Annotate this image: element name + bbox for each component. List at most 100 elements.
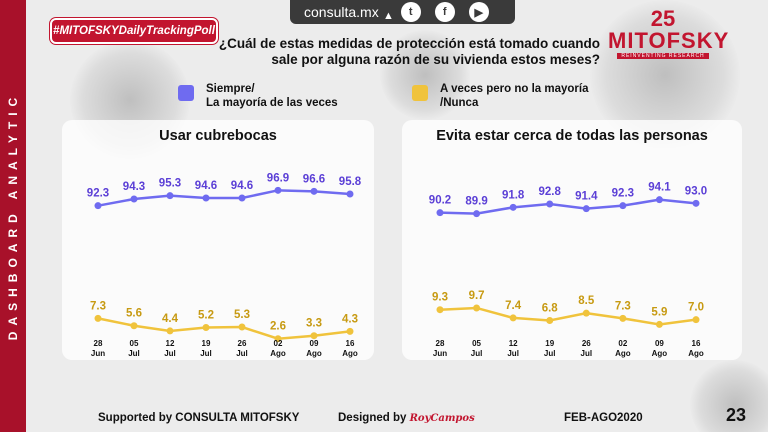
x-tick-label: 16: [692, 339, 701, 348]
x-tick-label: 02: [618, 339, 627, 348]
series-line: [439, 306, 697, 326]
data-label: 9.3: [432, 292, 448, 304]
data-label: 91.8: [502, 189, 525, 201]
logo-tagline: REINVENTING RESEARCH: [617, 53, 709, 59]
sidebar: DASHBOARD ANALYTIC: [0, 0, 26, 432]
legend-swatch-yellow: [412, 85, 428, 101]
data-point: [619, 202, 627, 210]
legend-swatch-purple: [178, 85, 194, 101]
x-tick-label: Jul: [128, 349, 140, 358]
data-point: [436, 306, 444, 314]
data-label: 8.5: [578, 295, 595, 307]
data-label: 4.3: [342, 313, 358, 325]
data-point: [94, 314, 102, 322]
top-links-bar: consulta.mx t f ▶: [290, 0, 515, 24]
data-label: 90.2: [429, 195, 451, 207]
data-point: [655, 320, 663, 328]
data-label: 94.3: [123, 181, 145, 193]
chart-panel-cubrebocas: Usar cubrebocas 92.3 94.3 95.3 94.6 94.6 96.9…: [62, 120, 374, 360]
series-line: [97, 189, 351, 207]
data-label: 92.3: [87, 188, 109, 200]
data-label: 7.0: [688, 302, 704, 314]
data-label: 5.3: [234, 309, 250, 321]
data-point: [238, 194, 246, 202]
x-tick-label: Jul: [236, 349, 248, 358]
data-point: [346, 190, 354, 198]
x-tick-label: 16: [346, 339, 355, 348]
x-tick-label: Jun: [433, 349, 447, 358]
data-point: [202, 323, 210, 331]
data-label: 5.2: [198, 309, 214, 321]
data-point: [202, 194, 210, 202]
x-tick-label: Jul: [471, 349, 483, 358]
facebook-icon[interactable]: f: [434, 2, 455, 22]
data-point: [546, 200, 554, 208]
data-label: 94.6: [195, 180, 217, 192]
series-line: [97, 317, 351, 341]
x-tick-label: Jul: [200, 349, 212, 358]
data-point: [582, 309, 590, 317]
x-tick-label: 19: [202, 339, 211, 348]
legend-item-siempre: Siempre/ La mayoría de las veces: [178, 82, 338, 110]
x-tick-label: Jul: [581, 349, 593, 358]
survey-question: ¿Cuál de estas medidas de protección est…: [218, 36, 600, 67]
cursor-icon: ▲: [383, 10, 394, 22]
data-point: [546, 317, 554, 325]
chart-title: Usar cubrebocas: [159, 128, 277, 144]
x-tick-label: 26: [582, 339, 591, 348]
x-tick-label: Ago: [688, 349, 704, 358]
data-point: [130, 322, 138, 330]
data-point: [692, 199, 700, 207]
data-point: [473, 304, 481, 312]
legend-label: Siempre/ La mayoría de las veces: [206, 83, 338, 109]
line-chart-distancia: 90.2 89.9 91.8 92.8 91.4 92.3 94.1 93.0 9.3 9.7 7.…: [429, 182, 707, 358]
data-label: 93.0: [685, 185, 707, 197]
data-label: 5.9: [651, 306, 667, 318]
data-point: [94, 202, 102, 210]
logo-name: MITOFSKY: [608, 28, 730, 53]
twitter-icon[interactable]: t: [400, 2, 421, 22]
footer-supported: Supported by CONSULTA MITOFSKY: [98, 412, 300, 424]
data-label: 6.8: [542, 303, 559, 315]
data-point: [692, 316, 700, 324]
data-point: [130, 195, 138, 203]
data-point: [238, 323, 246, 331]
x-tick-label: Jun: [91, 349, 105, 358]
legend-item-aveces: A veces pero no la mayoría /Nunca: [412, 82, 589, 110]
data-label: 94.1: [648, 182, 671, 194]
x-tick-label: Ago: [306, 349, 322, 358]
data-label: 96.9: [267, 172, 289, 184]
line-chart-cubrebocas: 92.3 94.3 95.3 94.6 94.6 96.9 96.6 95.8 7.3 5.6 4.…: [87, 172, 362, 358]
virus-decoration: [380, 30, 470, 120]
x-tick-label: Ago: [615, 349, 631, 358]
data-label: 9.7: [469, 290, 485, 302]
x-tick-label: 05: [130, 339, 139, 348]
data-label: 89.9: [465, 196, 487, 208]
x-tick-label: Jul: [164, 349, 176, 358]
site-link[interactable]: consulta.mx: [304, 4, 379, 20]
x-tick-label: Jul: [544, 349, 556, 358]
data-point: [509, 203, 517, 211]
data-label: 95.3: [159, 178, 181, 190]
data-label: 4.4: [162, 313, 179, 325]
footer-designed: Designed by RoyCampos: [338, 412, 475, 424]
data-label: 92.3: [612, 188, 634, 200]
x-tick-label: Jul: [507, 349, 519, 358]
youtube-icon[interactable]: ▶: [468, 2, 489, 22]
data-point: [509, 314, 517, 322]
data-label: 95.8: [339, 176, 362, 188]
data-label: 2.6: [270, 321, 286, 333]
x-tick-label: Ago: [270, 349, 286, 358]
legend-label: A veces pero no la mayoría /Nunca: [440, 83, 589, 109]
data-point: [166, 327, 174, 335]
x-tick-label: 28: [94, 339, 103, 348]
data-label: 96.6: [303, 173, 325, 185]
sidebar-title: DASHBOARD ANALYTIC: [6, 91, 20, 341]
footer-period: FEB-AGO2020: [564, 412, 643, 424]
logo-years: 25: [650, 6, 676, 31]
x-tick-label: Ago: [342, 349, 358, 358]
series-line: [439, 198, 697, 215]
data-label: 3.3: [306, 318, 322, 330]
data-label: 92.8: [539, 186, 562, 198]
data-label: 94.6: [231, 180, 253, 192]
